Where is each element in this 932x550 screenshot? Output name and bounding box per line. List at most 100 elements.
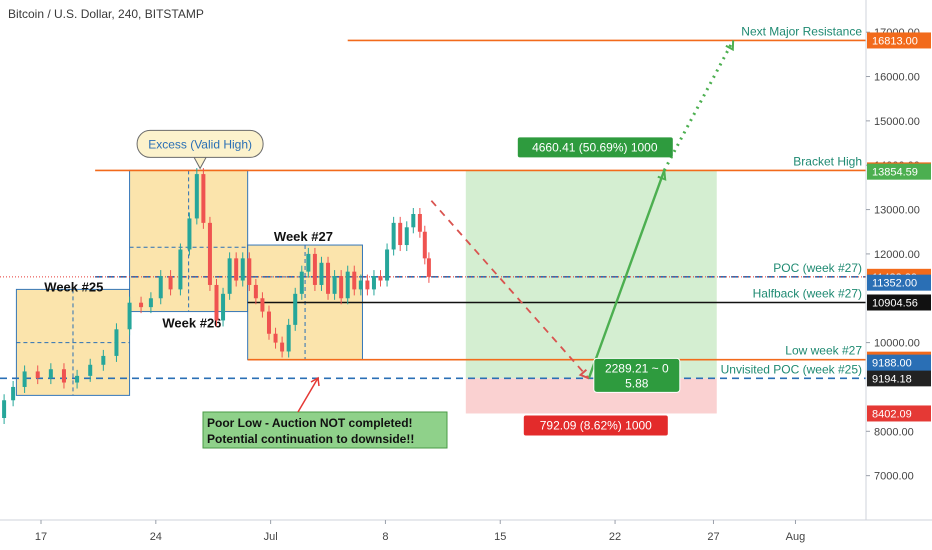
candle-body: [417, 214, 422, 232]
candle-body: [280, 342, 285, 352]
level-axis-value: 9194.18: [872, 373, 912, 385]
candle-body: [101, 355, 106, 365]
x-tick-label: 15: [494, 531, 506, 543]
candle-body: [391, 222, 396, 250]
level-name: Halfback (week #27): [753, 286, 862, 300]
week-box-label: Week #26: [162, 316, 221, 331]
candle-body: [48, 369, 53, 379]
x-tick-label: Jul: [264, 531, 278, 543]
candle-body: [345, 271, 350, 299]
candle-body: [339, 276, 344, 299]
candle-body: [260, 298, 265, 312]
poor-low-line2: Potential continuation to downside!!: [207, 432, 414, 446]
level-axis-tag: [867, 32, 931, 49]
candle-body: [114, 329, 119, 356]
entry-label-box: [593, 357, 681, 393]
candle-body: [398, 222, 403, 246]
candle-body: [352, 271, 357, 290]
x-tick-label: 8: [382, 531, 388, 543]
candle-body: [358, 280, 363, 290]
price-axis: 17000.0016000.0015000.0014000.0013000.00…: [865, 0, 932, 550]
candle-body: [411, 214, 416, 228]
poor-low-arrow: [297, 377, 319, 413]
candle-body: [88, 364, 93, 376]
level-name: Low week #27: [785, 344, 862, 358]
excess-pointer: [193, 157, 207, 170]
candle-body: [385, 249, 390, 281]
candle-body: [168, 276, 173, 290]
annotations: Excess (Valid High) Poor Low - Auction NO…: [136, 129, 681, 449]
candle-body: [214, 284, 219, 321]
candle-body: [312, 253, 317, 285]
x-tick-label: Aug: [786, 531, 806, 543]
extra-axis-value: 13854.59: [872, 167, 918, 179]
candle-body: [35, 371, 40, 379]
candle-body: [306, 253, 311, 272]
time-axis: 17 24 Jul 8 15 22 27 Aug: [0, 519, 932, 543]
candle-body: [227, 258, 232, 294]
stop-label-box: [523, 415, 668, 436]
target-label-box: [517, 137, 673, 158]
candle-body: [187, 218, 192, 250]
entry-label-line1: 2289.21 ~ 0: [605, 361, 669, 375]
level-axis-value: 16813.00: [872, 35, 918, 47]
week-box-label: Week #25: [44, 279, 103, 294]
y-tick-label: 13000.00: [874, 205, 920, 217]
candle-body: [378, 276, 383, 281]
candle-body: [293, 293, 298, 325]
y-tick-label: 12000.00: [874, 249, 920, 261]
candle-body: [158, 276, 163, 299]
candle-body: [234, 258, 239, 281]
x-tick-label: 17: [35, 531, 47, 543]
candle-body: [178, 249, 183, 290]
poor-low-box: [202, 411, 448, 449]
projection-paths: [430, 39, 735, 380]
excess-label: Excess (Valid High): [148, 137, 252, 151]
projection-up-path: [587, 169, 666, 379]
candle-body: [326, 262, 331, 294]
level-name: Unvisited POC (week #25): [721, 362, 862, 376]
candle-body: [75, 375, 80, 383]
extra-axis-tag: [867, 274, 931, 291]
candle-body: [240, 258, 245, 281]
extra-axis-value: 8402.09: [872, 408, 912, 420]
level-name: Next Major Resistance: [741, 24, 862, 38]
y-tick-label: 15000.00: [874, 116, 920, 128]
candle-body: [61, 369, 66, 383]
candle-body: [247, 258, 252, 285]
projection-extension-path: [662, 39, 735, 172]
candle-body: [127, 302, 132, 330]
level-name: Bracket High: [793, 154, 862, 168]
candle-body: [365, 280, 370, 290]
projection-down-path: [430, 200, 590, 379]
up-arrowhead: [657, 170, 667, 181]
candle-body: [22, 371, 27, 387]
target-label: 4660.41 (50.69%) 1000: [532, 140, 658, 154]
candle-body: [11, 386, 16, 401]
excess-bubble: [136, 129, 264, 158]
candle-body: [201, 174, 206, 223]
y-tick-label: 7000.00: [874, 471, 914, 483]
extra-axis-value: 11352.00: [872, 278, 917, 290]
candle-body: [207, 222, 212, 285]
level-name: POC (week #27): [773, 261, 862, 275]
level-lines: Next Major Resistance Bracket High POC (we…: [0, 24, 866, 380]
y-tick-label: 10000.00: [874, 338, 920, 350]
price-series: [2, 168, 431, 424]
y-tick-label: 8000.00: [874, 426, 914, 438]
candle-body: [2, 400, 7, 418]
x-tick-label: 22: [609, 531, 621, 543]
entry-label-line2: 5.88: [625, 376, 649, 390]
target-zone: [465, 170, 717, 379]
candle-body: [194, 174, 199, 219]
chart-title: Bitcoin / U.S. Dollar, 240, BITSTAMP: [8, 7, 204, 21]
candle-body: [253, 284, 258, 299]
candle-body: [148, 298, 153, 308]
candle-body: [422, 231, 427, 259]
level-axis-tag: [867, 294, 931, 311]
candle-body: [286, 324, 291, 352]
poor-low-line1: Poor Low - Auction NOT completed!: [207, 416, 413, 430]
candle-body: [139, 302, 144, 308]
